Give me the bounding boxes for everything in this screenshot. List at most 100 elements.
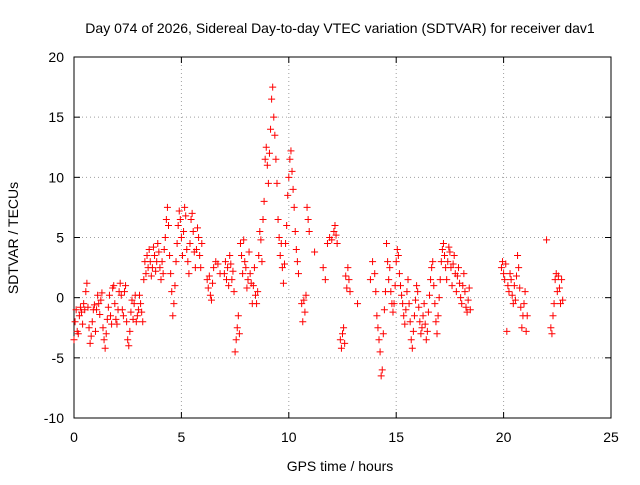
data-point	[174, 221, 182, 229]
data-point	[194, 224, 202, 232]
data-point	[182, 212, 190, 220]
data-point	[551, 276, 559, 284]
data-point	[394, 252, 402, 260]
data-point	[558, 276, 566, 284]
data-point	[100, 336, 108, 344]
data-point	[70, 336, 78, 344]
data-point	[506, 270, 514, 278]
data-point	[83, 279, 91, 287]
data-point	[270, 113, 278, 121]
data-point	[241, 258, 249, 266]
data-point	[242, 264, 250, 272]
data-point	[90, 301, 98, 309]
data-point	[252, 291, 260, 299]
data-point	[272, 155, 280, 163]
data-point	[244, 276, 252, 284]
data-point	[521, 288, 529, 296]
data-point	[175, 207, 183, 215]
data-point	[444, 258, 452, 266]
data-point	[161, 234, 169, 241]
data-point	[142, 270, 150, 278]
data-point	[288, 167, 296, 175]
data-point	[198, 240, 206, 248]
data-point	[459, 282, 467, 290]
data-point	[282, 240, 290, 248]
data-point	[233, 324, 241, 332]
data-point	[283, 221, 291, 229]
data-point	[374, 324, 382, 332]
data-point	[413, 282, 421, 290]
data-point	[300, 296, 308, 304]
data-point	[229, 267, 237, 275]
data-point	[255, 252, 263, 260]
data-point	[226, 252, 234, 260]
y-tick-label: 10	[48, 169, 64, 185]
data-point	[414, 288, 422, 296]
axis-ticks: 0 5 10 15 20 25 -10 -5 0 5 10 15 20	[44, 49, 619, 445]
data-point	[102, 330, 110, 338]
data-point	[75, 312, 83, 320]
data-point	[395, 270, 403, 278]
data-point	[171, 282, 179, 290]
data-point	[230, 288, 238, 296]
data-point	[511, 296, 519, 304]
data-point	[376, 348, 384, 356]
data-point	[225, 282, 233, 290]
data-point	[502, 260, 510, 268]
data-point	[559, 296, 567, 304]
data-point	[168, 288, 176, 296]
data-point	[187, 215, 195, 223]
data-point	[431, 300, 439, 308]
data-point	[518, 324, 526, 332]
data-point	[294, 270, 302, 278]
data-point	[372, 288, 380, 296]
data-point	[146, 258, 154, 266]
data-point	[443, 276, 451, 284]
data-point	[543, 236, 551, 244]
data-point	[243, 284, 251, 292]
data-point	[520, 300, 528, 308]
data-point	[120, 288, 128, 296]
data-point	[304, 215, 312, 223]
data-point	[514, 252, 522, 260]
data-point	[422, 336, 430, 344]
data-point	[281, 260, 289, 268]
data-point	[458, 300, 466, 308]
data-point	[239, 270, 247, 278]
data-point	[84, 303, 92, 311]
data-point	[126, 327, 134, 335]
data-point	[403, 288, 411, 296]
data-point	[275, 234, 283, 241]
data-point	[94, 291, 102, 299]
x-tick-label: 20	[496, 429, 512, 445]
data-point	[278, 264, 286, 272]
data-point	[165, 221, 173, 229]
data-point	[209, 279, 217, 287]
data-point	[424, 308, 432, 316]
data-point	[180, 227, 188, 235]
data-point	[240, 236, 248, 244]
data-point	[204, 284, 212, 292]
data-point	[435, 294, 443, 302]
data-point	[340, 324, 348, 332]
data-point	[264, 179, 272, 187]
data-point	[430, 282, 438, 290]
data-point	[93, 306, 101, 314]
data-point	[292, 246, 300, 254]
data-point	[305, 227, 313, 235]
data-point	[128, 296, 136, 304]
data-point	[274, 215, 282, 223]
data-point	[331, 221, 339, 229]
data-point	[337, 344, 345, 352]
data-point	[269, 83, 277, 91]
data-point	[195, 234, 203, 241]
data-point	[461, 288, 469, 296]
data-point	[285, 173, 293, 181]
data-point	[450, 252, 458, 260]
data-point	[80, 300, 88, 308]
data-point	[287, 147, 295, 155]
data-point	[235, 330, 243, 338]
data-point	[181, 203, 189, 211]
data-point	[156, 264, 164, 272]
